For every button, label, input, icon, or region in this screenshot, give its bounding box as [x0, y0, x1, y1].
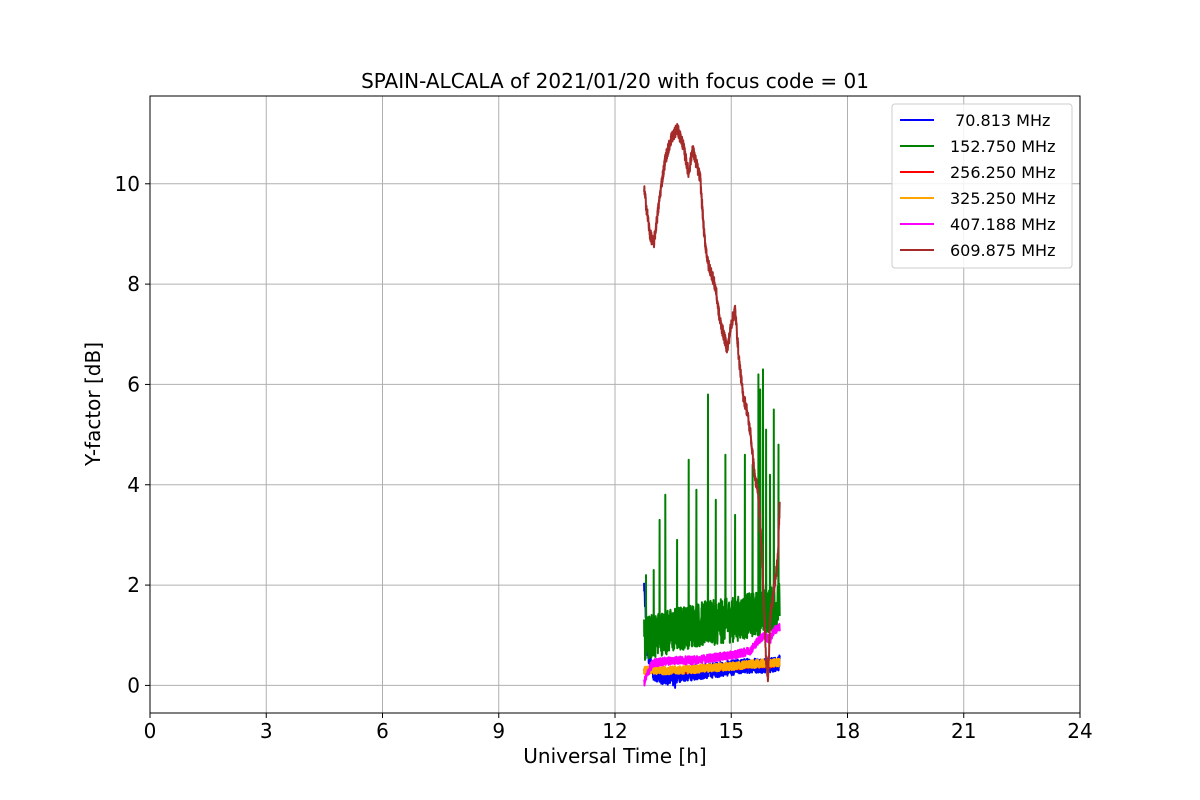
legend-label-4: 407.188 MHz [950, 215, 1055, 234]
y-axis: 0 2 4 6 8 10 [115, 172, 150, 697]
y-tick-label-0: 0 [127, 673, 140, 697]
series-line-4 [643, 623, 781, 687]
legend-label-5: 609.875 MHz [950, 241, 1055, 260]
y-tick-label-5: 10 [115, 172, 140, 196]
x-tick-label-7: 21 [951, 719, 976, 743]
y-tick-label-1: 2 [127, 573, 140, 597]
chart-title: SPAIN-ALCALA of 2021/01/20 with focus co… [361, 69, 869, 93]
series-line-1 [643, 368, 781, 661]
x-tick-label-6: 18 [835, 719, 860, 743]
legend-box [891, 103, 1073, 269]
y-tick-label-3: 6 [127, 372, 140, 396]
legend-label-0: 70.813 MHz [950, 111, 1050, 130]
y-axis-title: Y-factor [dB] [81, 342, 105, 467]
plot-area [643, 123, 781, 689]
x-tick-label-3: 9 [492, 719, 505, 743]
x-axis-title: Universal Time [h] [523, 744, 706, 768]
series-line-3 [643, 657, 781, 676]
legend: 70.813 MHz 152.750 MHz 256.250 MHz 325.250 … [891, 103, 1073, 269]
y-tick-label-2: 4 [127, 473, 140, 497]
x-tick-label-8: 24 [1067, 719, 1092, 743]
x-tick-label-5: 15 [719, 719, 744, 743]
x-tick-label-1: 3 [260, 719, 273, 743]
y-tick-label-4: 8 [127, 272, 140, 296]
x-axis: 0 3 6 9 12 15 18 21 24 [144, 713, 1093, 743]
series-line-5 [643, 123, 781, 683]
legend-label-3: 325.250 MHz [950, 189, 1055, 208]
x-tick-label-0: 0 [144, 719, 157, 743]
x-tick-label-2: 6 [376, 719, 389, 743]
x-tick-label-4: 12 [602, 719, 627, 743]
legend-label-1: 152.750 MHz [950, 137, 1055, 156]
legend-label-2: 256.250 MHz [950, 163, 1055, 182]
